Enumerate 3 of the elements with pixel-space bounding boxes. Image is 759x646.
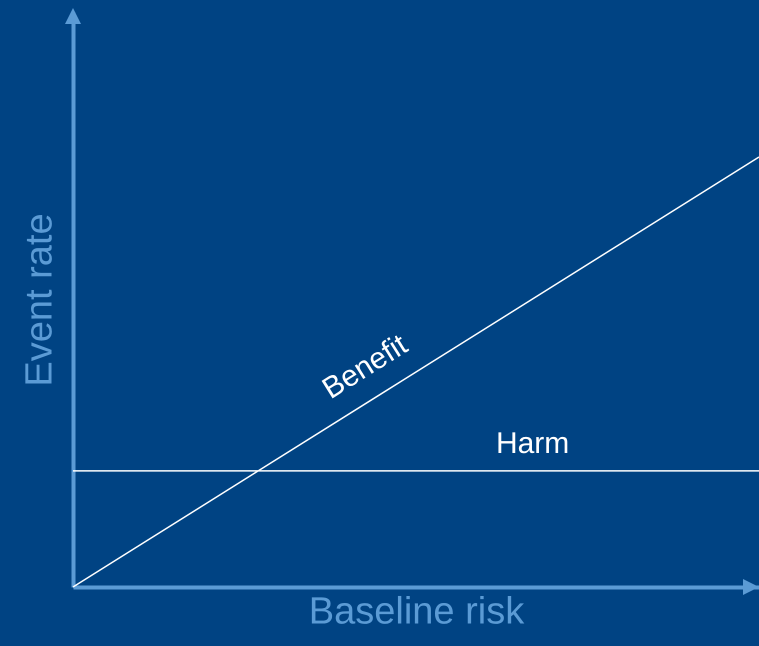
y-axis-title: Event rate: [18, 213, 60, 387]
x-axis-title: Baseline risk: [308, 590, 526, 632]
series-label: Harm: [496, 426, 570, 460]
